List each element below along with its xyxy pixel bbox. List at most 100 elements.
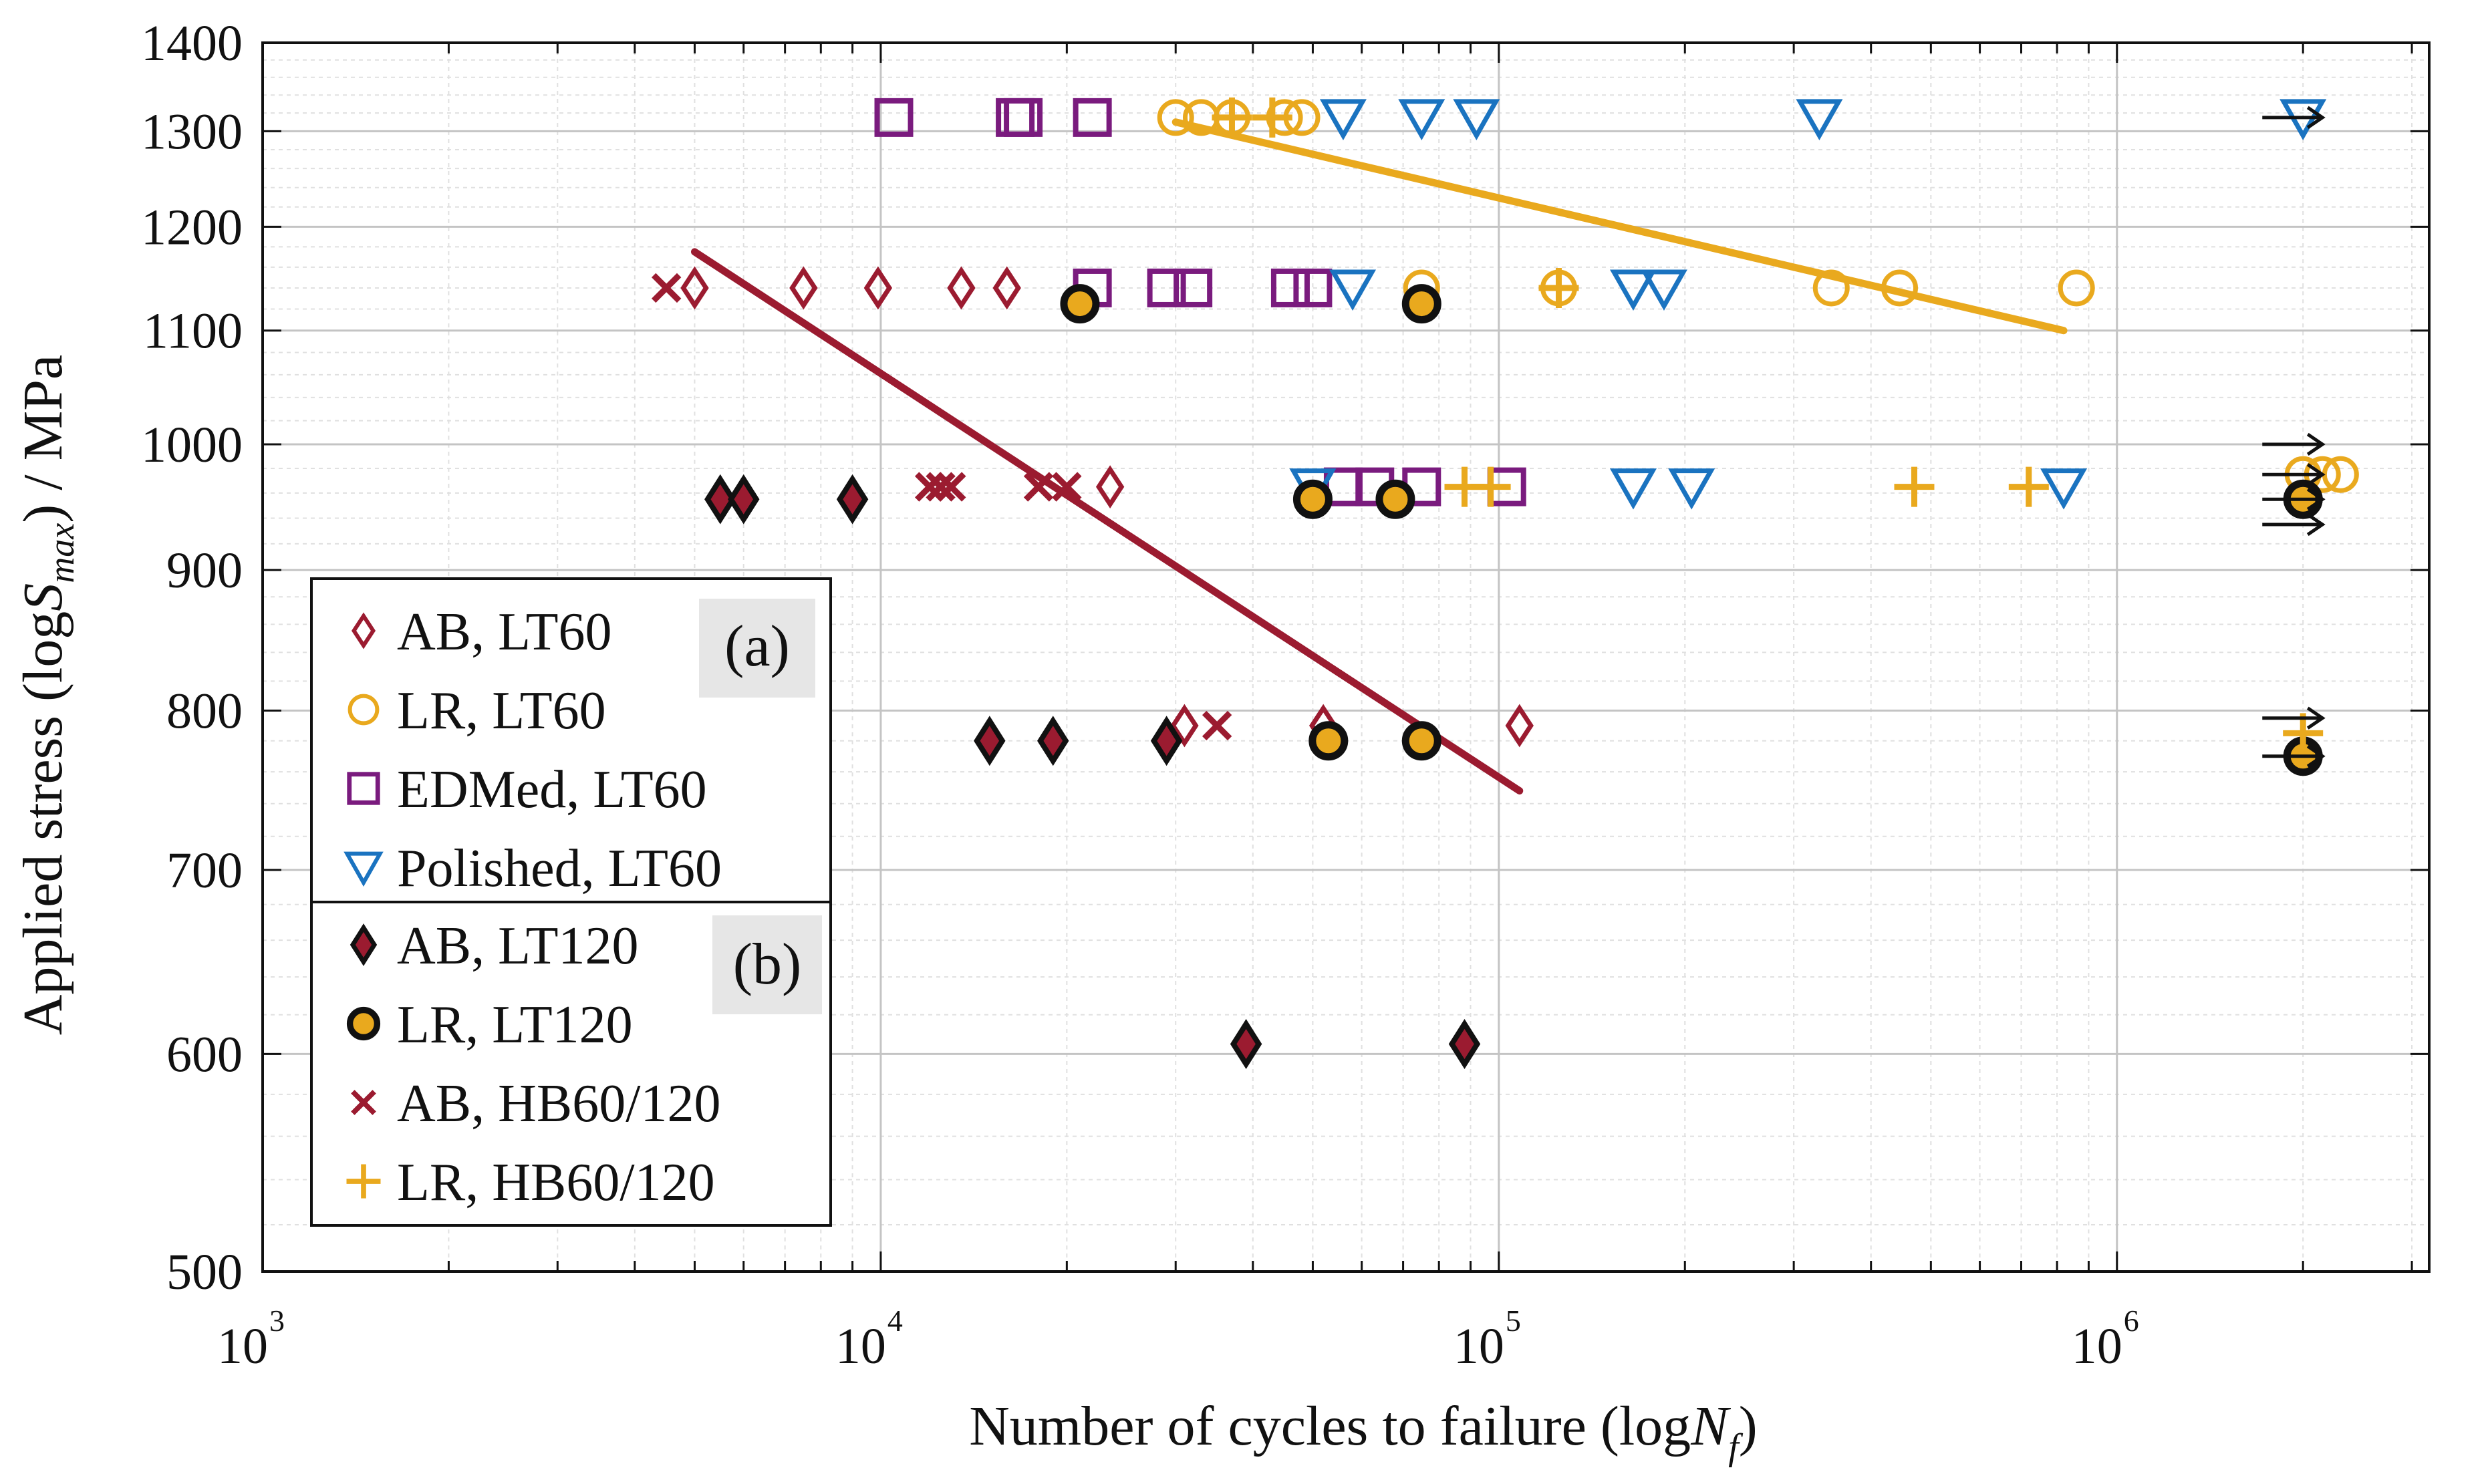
y-tick-label: 900: [166, 543, 243, 599]
y-tick-label: 1400: [141, 15, 243, 71]
x-tick-base: 10: [2072, 1318, 2122, 1374]
legend-entry: LR, HB60/120: [346, 1153, 715, 1212]
marker-circle-filled: [1060, 284, 1100, 324]
marker-triangle-down-open: [2040, 468, 2088, 510]
marker-diamond-filled: [704, 474, 736, 525]
x-tick-exponent: 4: [887, 1304, 903, 1338]
runout-arrow: [2262, 432, 2326, 456]
marker-circle-filled: [1401, 721, 1441, 761]
x-tick-exponent: 6: [2124, 1304, 2139, 1338]
legend-entry: Polished, LT60: [343, 839, 722, 898]
x-tick-label: 10 5: [1454, 1304, 1521, 1374]
marker-x: [936, 472, 966, 502]
panel-label-a: (a): [724, 614, 790, 679]
marker-diamond-filled: [836, 474, 869, 525]
marker-x: [1052, 472, 1082, 502]
y-tick-label: 800: [166, 684, 243, 740]
legend-label: LR, HB60/120: [397, 1153, 715, 1212]
marker-square-open: [1004, 98, 1043, 137]
runout-arrow: [2262, 106, 2326, 129]
marker-plus: [1538, 267, 1579, 308]
runout-arrow: [2262, 463, 2326, 486]
legend-entry: AB, LT120: [350, 917, 639, 976]
x-tick-label: 10 6: [2072, 1304, 2139, 1374]
legend-label: AB, LT120: [397, 917, 639, 976]
marker-plus: [346, 1164, 381, 1199]
plot-frame: [261, 41, 2431, 1273]
y-tick-label: 700: [166, 843, 243, 899]
marker-diamond-open: [863, 266, 893, 310]
marker-x: [914, 472, 945, 502]
marker-triangle-down-open: [1398, 99, 1445, 140]
marker-triangle-down-open: [1640, 269, 1687, 311]
marker-x: [1202, 710, 1232, 741]
data-points: [651, 97, 2359, 1070]
y-tick-label: 1000: [141, 417, 243, 473]
marker-x: [351, 1090, 376, 1115]
marker-diamond-open: [351, 612, 376, 649]
y-tick-label: 1100: [143, 303, 243, 359]
marker-plus: [2283, 713, 2324, 754]
marker-triangle-down-open: [1329, 269, 1377, 311]
marker-triangle-down-open: [1319, 99, 1367, 140]
marker-square-open: [1147, 268, 1186, 307]
marker-diamond-filled: [727, 474, 760, 525]
marker-square-open: [1270, 268, 1310, 307]
marker-square-open: [347, 772, 380, 805]
marker-x: [651, 273, 682, 303]
marker-circle-open: [1157, 99, 1194, 136]
panel-label-b-bg: [712, 915, 822, 1014]
marker-circle-open: [1881, 269, 1919, 307]
legend-entry: LR, LT60: [348, 682, 606, 740]
series-group: [651, 273, 1232, 741]
y-tick-label: 1300: [141, 104, 243, 160]
legend-label: AB, LT60: [397, 603, 612, 661]
x-tick-exponent: 5: [1506, 1304, 1521, 1338]
panel-label-b: (b): [733, 932, 802, 997]
series-group: [704, 474, 1481, 1070]
runout-arrows: [2262, 106, 2326, 768]
y-axis-title: Applied stress (logSmax) / MPa: [12, 355, 82, 1036]
legend-label: AB, HB60/120: [397, 1074, 721, 1133]
runout-arrow: [2262, 744, 2326, 768]
marker-diamond-filled: [1150, 716, 1183, 766]
marker-square-open: [874, 98, 914, 137]
y-tick-labels: 500 600 700 800 900 1000 1100 1200 1300 1400: [141, 15, 243, 1300]
series-group: [1060, 284, 2323, 776]
legend-entry: AB, LT60: [351, 603, 612, 661]
marker-triangle-down-open: [1668, 468, 1715, 510]
marker-diamond-filled: [350, 923, 378, 966]
marker-circle-filled: [346, 1006, 381, 1041]
legend-label: LR, LT60: [397, 682, 606, 740]
legend-entry: AB, HB60/120: [351, 1074, 721, 1133]
legend-entry: EDMed, LT60: [347, 760, 707, 819]
panel-label-a-bg: [699, 599, 815, 698]
marker-diamond-open: [680, 266, 709, 310]
x-tick-base: 10: [835, 1318, 886, 1374]
marker-triangle-down-open: [1796, 99, 1843, 140]
marker-triangle-down-open: [1609, 269, 1657, 311]
y-tick-label: 1200: [141, 199, 243, 255]
marker-circle-open: [1812, 269, 1850, 307]
x-tick-labels: 10 3 10 4 10 5 10 6: [217, 1304, 2139, 1374]
marker-diamond-open: [1505, 704, 1534, 748]
marker-x: [926, 472, 956, 502]
marker-circle-filled: [1375, 479, 1415, 519]
marker-triangle-down-open: [1453, 99, 1500, 140]
y-tick-label: 600: [166, 1026, 243, 1082]
marker-plus: [2008, 466, 2049, 507]
legend-label: LR, LT120: [397, 996, 633, 1054]
marker-diamond-open: [789, 266, 818, 310]
marker-square-open: [1173, 268, 1213, 307]
marker-square-open: [1293, 268, 1333, 307]
series-group: [680, 266, 1534, 748]
marker-plus: [1212, 97, 1252, 138]
marker-triangle-down-open: [343, 851, 384, 887]
marker-diamond-filled: [1230, 1019, 1262, 1070]
marker-circle-filled: [1292, 479, 1333, 519]
x-tick-base: 10: [1454, 1318, 1504, 1374]
marker-diamond-filled: [1037, 716, 1069, 766]
legend-label: Polished, LT60: [397, 839, 722, 898]
marker-triangle-down-open: [1609, 468, 1657, 510]
